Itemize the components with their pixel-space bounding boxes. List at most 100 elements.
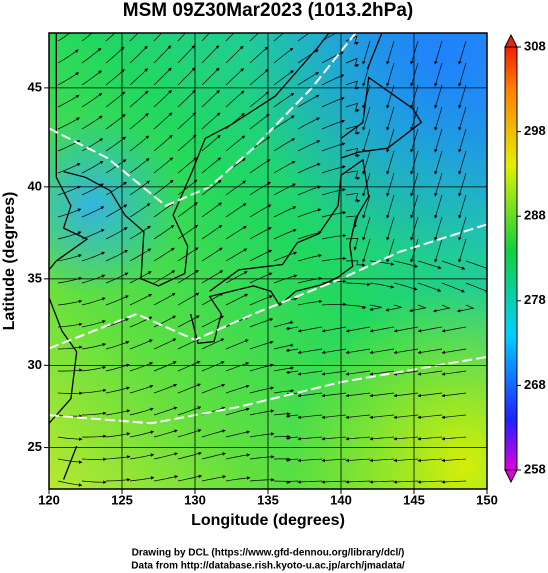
streamline: [434, 172, 443, 197]
streamline: [434, 84, 443, 109]
streamline: [225, 407, 250, 416]
streamline: [297, 49, 319, 64]
streamline: [458, 62, 467, 87]
streamline: [345, 370, 371, 376]
streamline: [321, 74, 345, 86]
streamline: [129, 248, 152, 262]
streamline: [410, 216, 419, 241]
streamline: [369, 480, 395, 484]
streamline: [57, 299, 83, 306]
streamline: [417, 392, 443, 398]
streamline: [105, 318, 130, 328]
streamline: [273, 389, 294, 394]
streamline: [57, 117, 80, 130]
streamline: [386, 106, 395, 131]
streamline: [286, 414, 299, 419]
streamline: [458, 40, 467, 65]
streamline: [441, 480, 467, 484]
streamline: [57, 322, 83, 328]
streamline: [345, 304, 366, 310]
y-tick-label: 30: [28, 357, 42, 372]
streamline: [369, 304, 382, 311]
streamline: [458, 238, 467, 263]
streamline: [201, 67, 220, 86]
streamline: [345, 80, 360, 90]
streamline: [417, 260, 442, 269]
streamline: [201, 224, 223, 240]
x-axis-title: Longitude (degrees): [191, 512, 345, 529]
streamline: [441, 260, 466, 270]
streamline: [417, 282, 442, 292]
streamline: [81, 251, 106, 262]
streamline: [273, 138, 296, 152]
streamline: [273, 228, 297, 240]
streamline: [369, 348, 395, 355]
streamline: [81, 434, 107, 439]
streamline: [201, 202, 222, 218]
streamline: [273, 47, 294, 64]
streamline: [345, 260, 366, 267]
streamline: [369, 436, 395, 441]
streamline: [249, 340, 274, 350]
streamline: [249, 159, 271, 174]
streamline: [177, 406, 202, 416]
streamline: [201, 134, 221, 152]
streamline: [153, 315, 177, 328]
streamline: [225, 135, 246, 152]
streamline: [345, 282, 371, 287]
streamline: [153, 134, 173, 152]
streamline: [153, 202, 174, 218]
streamline: [417, 370, 443, 376]
streamline: [225, 430, 251, 438]
streamline: [321, 348, 347, 355]
colorbar-tick-label: 268: [524, 377, 546, 392]
streamline: [386, 62, 395, 87]
streamline: [410, 172, 419, 197]
streamline: [249, 33, 259, 42]
streamline: [410, 62, 419, 87]
streamline: [297, 414, 323, 419]
streamline: [249, 478, 275, 482]
streamline: [345, 392, 371, 398]
streamline: [345, 326, 371, 333]
streamline: [105, 33, 116, 42]
streamline: [105, 249, 129, 262]
streamline: [249, 68, 269, 86]
streamline: [153, 45, 172, 64]
streamline: [434, 128, 443, 153]
streamline: [441, 326, 467, 333]
streamline: [81, 411, 107, 416]
streamline: [386, 172, 395, 197]
streamline: [369, 326, 395, 333]
streamline: [153, 270, 176, 284]
y-axis-title: Latitude (degrees): [1, 192, 18, 331]
streamline: [57, 480, 83, 487]
streamline: [273, 412, 291, 416]
streamline: [105, 181, 127, 196]
streamline: [249, 455, 275, 460]
streamline: [286, 370, 299, 375]
colorbar-tick-label: 278: [524, 292, 546, 307]
coastline: [366, 33, 383, 70]
streamline: [386, 84, 395, 109]
streamline: [369, 260, 395, 266]
streamline: [410, 128, 419, 153]
streamline: [345, 147, 360, 158]
y-tick-label: 25: [28, 439, 42, 454]
streamline: [153, 224, 175, 240]
streamline: [129, 476, 155, 482]
streamline: [433, 304, 451, 313]
streamline: [153, 67, 172, 86]
streamline: [385, 304, 402, 312]
streamline: [201, 338, 225, 350]
streamline: [434, 62, 443, 87]
streamline: [225, 271, 248, 284]
streamline: [105, 272, 129, 284]
streamline: [345, 436, 371, 441]
streamline: [201, 293, 224, 306]
streamline: [321, 51, 345, 64]
streamline: [57, 185, 81, 196]
streamline: [201, 45, 220, 64]
streamline: [153, 90, 172, 108]
streamline: [321, 233, 347, 240]
